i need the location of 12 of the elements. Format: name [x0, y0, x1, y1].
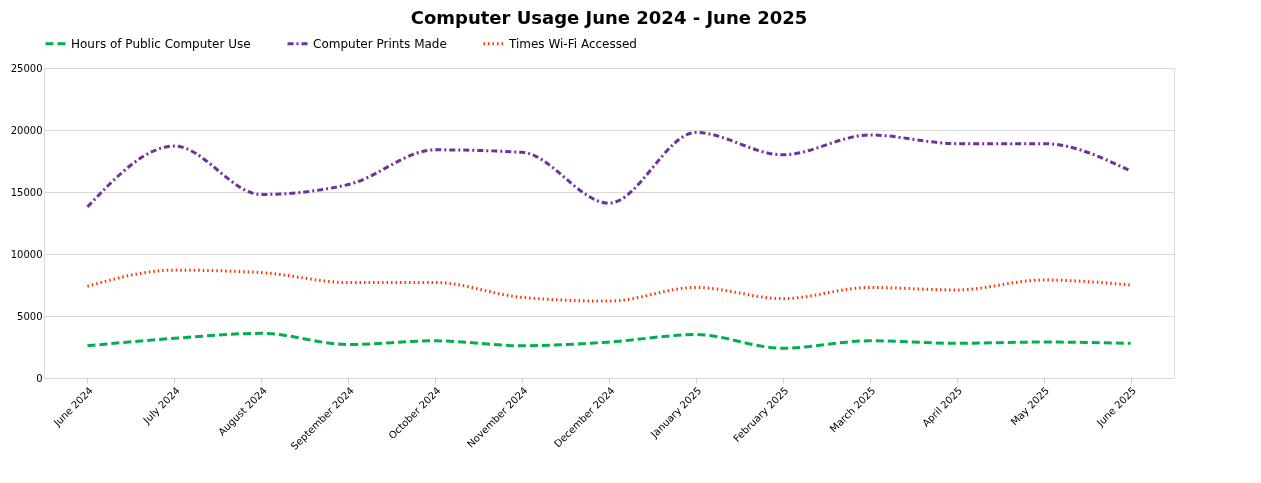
line-series — [85, 331, 1133, 350]
y-tick-label: 10000 — [10, 248, 43, 260]
chart-title: Computer Usage June 2024 - June 2025 — [410, 7, 808, 28]
legend-label: Times Wi-Fi Accessed — [508, 36, 637, 51]
legend-label: Computer Prints Made — [313, 36, 447, 51]
y-tick-label: 0 — [36, 372, 43, 384]
legend-label: Hours of Public Computer Use — [71, 36, 251, 51]
y-tick-label: 15000 — [10, 186, 43, 198]
y-tick-label: 20000 — [10, 124, 43, 136]
y-tick-label: 5000 — [17, 310, 43, 322]
y-tick-label: 25000 — [10, 62, 43, 74]
line-series — [85, 268, 1133, 303]
